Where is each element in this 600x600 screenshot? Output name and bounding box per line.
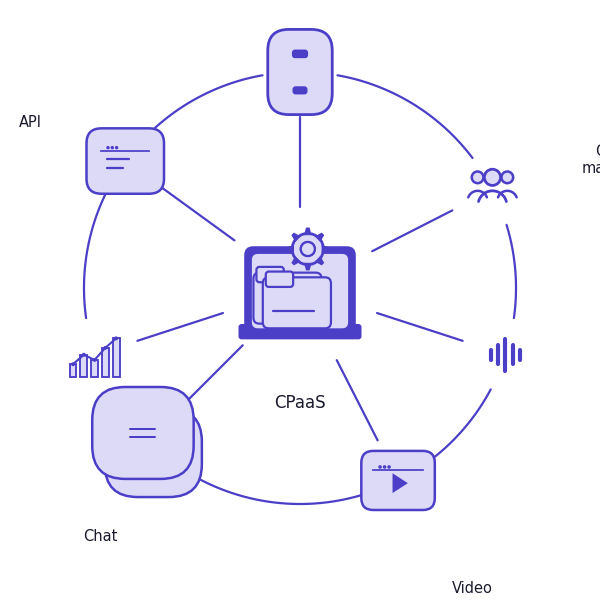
FancyBboxPatch shape xyxy=(86,128,164,194)
FancyBboxPatch shape xyxy=(361,451,435,510)
Polygon shape xyxy=(392,473,408,493)
Circle shape xyxy=(383,465,386,469)
Circle shape xyxy=(301,242,315,256)
FancyBboxPatch shape xyxy=(268,29,332,115)
FancyBboxPatch shape xyxy=(253,272,322,323)
Text: Chat: Chat xyxy=(83,529,118,544)
Circle shape xyxy=(484,169,500,185)
Polygon shape xyxy=(315,233,324,242)
Polygon shape xyxy=(304,227,311,235)
Circle shape xyxy=(114,337,118,340)
FancyBboxPatch shape xyxy=(92,387,194,479)
Circle shape xyxy=(82,353,86,356)
Polygon shape xyxy=(286,245,294,253)
Circle shape xyxy=(92,358,97,362)
Circle shape xyxy=(301,242,315,256)
FancyBboxPatch shape xyxy=(266,272,293,287)
Polygon shape xyxy=(304,263,311,271)
Bar xyxy=(102,348,109,377)
Circle shape xyxy=(292,233,323,265)
Circle shape xyxy=(502,172,513,183)
Text: Video: Video xyxy=(452,581,493,596)
Circle shape xyxy=(378,465,382,469)
FancyBboxPatch shape xyxy=(293,86,307,94)
FancyBboxPatch shape xyxy=(105,409,202,497)
Text: API: API xyxy=(19,115,42,130)
Text: Customer
management: Customer management xyxy=(581,144,600,176)
Circle shape xyxy=(106,146,110,149)
FancyBboxPatch shape xyxy=(238,324,361,340)
FancyBboxPatch shape xyxy=(263,277,331,328)
Circle shape xyxy=(115,146,118,149)
Circle shape xyxy=(110,146,114,149)
Bar xyxy=(91,360,98,377)
FancyBboxPatch shape xyxy=(252,254,348,328)
FancyBboxPatch shape xyxy=(256,267,284,282)
FancyBboxPatch shape xyxy=(292,50,308,58)
Polygon shape xyxy=(292,256,301,265)
Bar xyxy=(113,338,119,377)
Polygon shape xyxy=(315,256,324,265)
Text: CPaaS: CPaaS xyxy=(274,394,326,412)
Circle shape xyxy=(387,465,391,469)
Bar xyxy=(70,364,76,377)
FancyBboxPatch shape xyxy=(244,246,356,336)
Circle shape xyxy=(103,346,107,350)
Polygon shape xyxy=(292,233,301,242)
Bar xyxy=(80,355,87,377)
Circle shape xyxy=(71,362,75,366)
Circle shape xyxy=(472,172,484,183)
Polygon shape xyxy=(322,245,329,253)
